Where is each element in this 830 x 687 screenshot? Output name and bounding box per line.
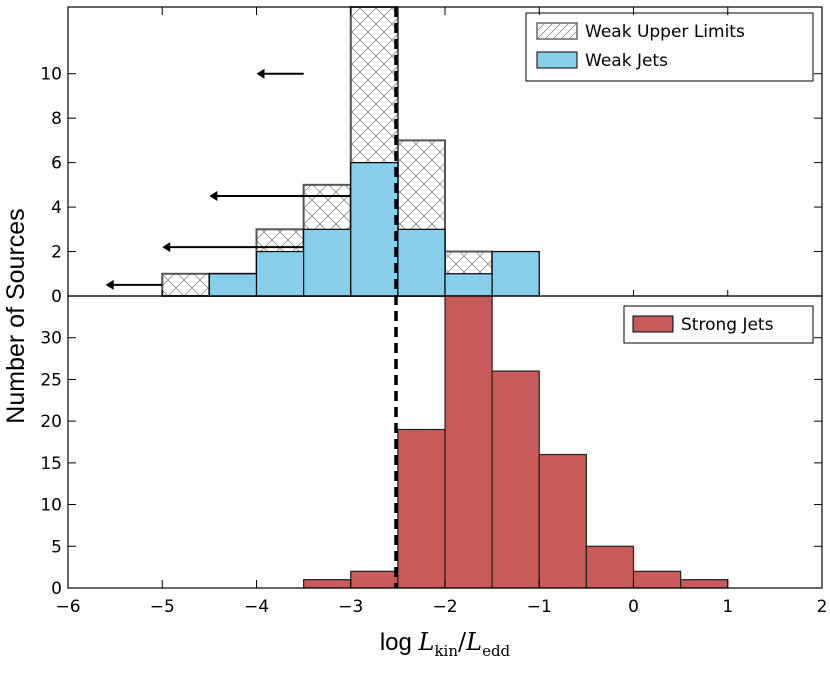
x-tick-label: 0	[628, 597, 639, 617]
y-tick-label: 15	[40, 454, 62, 474]
legend-label-weak-upper-limits: Weak Upper Limits	[585, 22, 745, 42]
y-tick-label: 30	[40, 329, 62, 349]
bar-strong-jets	[680, 579, 729, 589]
legend-swatch-weak-jets	[536, 51, 578, 69]
bar-strong-jets	[303, 579, 352, 589]
y-tick-label: 10	[40, 65, 62, 85]
upper-limit-arrows	[105, 68, 351, 290]
bar-weak-jets	[491, 250, 540, 297]
bar-strong-jets	[632, 570, 682, 589]
bottom-bars	[303, 295, 729, 589]
upper-limit-arrow-head	[162, 242, 171, 253]
bar-strong-jets	[585, 545, 635, 589]
y-tick-label: 25	[40, 370, 62, 390]
bar-weak-jets	[255, 250, 305, 297]
x-axis-title: log Lkin/Ledd	[380, 628, 511, 660]
x-tick-label: 2	[817, 597, 828, 617]
y-tick-label: 20	[40, 412, 62, 432]
x-tick-label: −1	[527, 597, 552, 617]
x-tick-label: −3	[338, 597, 363, 617]
legend-label-weak-jets: Weak Jets	[585, 51, 668, 71]
bar-weak-jets	[350, 162, 399, 297]
x-tick-label: −2	[432, 597, 457, 617]
bar-weak-jets	[208, 273, 258, 297]
y-tick-label: 5	[51, 537, 62, 557]
top-bars	[161, 6, 540, 298]
bar-strong-jets	[397, 428, 446, 589]
x-axis-title-prefix: log	[380, 629, 419, 656]
y-tick-label: 0	[51, 287, 62, 307]
y-tick-label: 4	[51, 198, 62, 218]
bar-strong-jets	[491, 370, 540, 589]
bar-weak-jets	[303, 228, 352, 297]
bottom-legend: Strong Jets	[623, 305, 814, 344]
bar-strong-jets	[350, 570, 399, 589]
bar-strong-jets	[444, 295, 493, 589]
y-tick-label: 6	[51, 154, 62, 174]
x-axis-title-num-sub: kin	[434, 642, 458, 660]
upper-limit-arrow-head	[256, 68, 265, 79]
x-axis-title-den-sub: edd	[482, 642, 510, 660]
top-panel: 2 4 6 8 10 0 Weak Upper Limits Weak Jets	[40, 6, 823, 307]
y-axis-title: Number of Sources	[2, 208, 30, 423]
bottom-panel: 0 5 10 15 20 25 30 Strong Jets	[40, 295, 823, 599]
legend-swatch-weak-upper-limits	[536, 22, 578, 40]
x-axis-title-num: L	[418, 628, 435, 656]
bottom-y-axis: 0 5 10 15 20 25 30	[40, 329, 822, 599]
x-axis: −6 −5 −4 −3 −2 −1 0 1 2	[55, 7, 827, 617]
x-tick-label: 1	[722, 597, 733, 617]
x-tick-label: −5	[150, 597, 175, 617]
legend-swatch-strong-jets	[632, 315, 674, 333]
upper-limit-arrow-head	[209, 190, 218, 201]
x-axis-title-sep: /	[458, 628, 467, 656]
legend-label-strong-jets: Strong Jets	[681, 315, 774, 335]
y-tick-label: 2	[51, 243, 62, 263]
bar-weak-upper-limits	[161, 272, 211, 297]
y-tick-label: 0	[51, 579, 62, 599]
upper-limit-arrow-head	[105, 279, 114, 290]
x-tick-label: −4	[244, 597, 269, 617]
x-axis-title-den: L	[465, 628, 482, 656]
top-y-axis: 2 4 6 8 10 0	[40, 65, 822, 307]
top-legend: Weak Upper Limits Weak Jets	[525, 12, 814, 82]
y-tick-label: 8	[51, 109, 62, 129]
bar-strong-jets	[538, 453, 587, 589]
x-tick-label: −6	[55, 597, 80, 617]
bar-weak-jets	[397, 228, 446, 297]
y-tick-label: 10	[40, 496, 62, 516]
bar-weak-jets	[444, 273, 493, 297]
